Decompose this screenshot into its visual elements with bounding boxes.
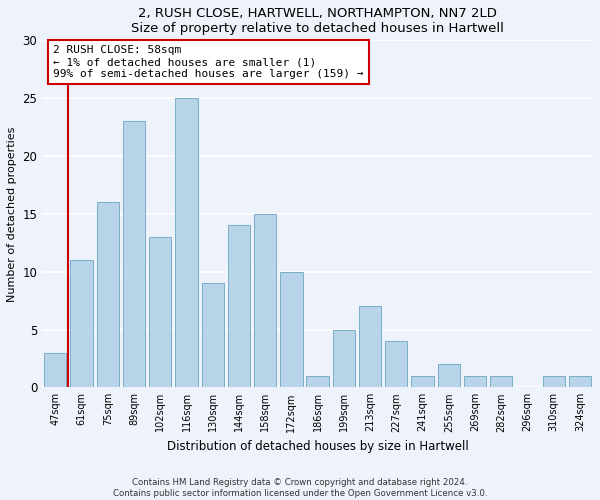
- Bar: [228, 226, 250, 388]
- Bar: [254, 214, 277, 388]
- Bar: [359, 306, 381, 388]
- Bar: [149, 237, 172, 388]
- Bar: [412, 376, 434, 388]
- Text: Contains HM Land Registry data © Crown copyright and database right 2024.
Contai: Contains HM Land Registry data © Crown c…: [113, 478, 487, 498]
- Text: 2 RUSH CLOSE: 58sqm
← 1% of detached houses are smaller (1)
99% of semi-detached: 2 RUSH CLOSE: 58sqm ← 1% of detached hou…: [53, 46, 364, 78]
- Bar: [175, 98, 197, 388]
- Bar: [280, 272, 302, 388]
- Bar: [569, 376, 591, 388]
- Bar: [437, 364, 460, 388]
- Bar: [97, 202, 119, 388]
- Title: 2, RUSH CLOSE, HARTWELL, NORTHAMPTON, NN7 2LD
Size of property relative to detac: 2, RUSH CLOSE, HARTWELL, NORTHAMPTON, NN…: [131, 7, 504, 35]
- Bar: [333, 330, 355, 388]
- Bar: [202, 283, 224, 388]
- Bar: [490, 376, 512, 388]
- Bar: [44, 352, 67, 388]
- Bar: [307, 376, 329, 388]
- Bar: [123, 122, 145, 388]
- Bar: [464, 376, 486, 388]
- Bar: [385, 341, 407, 388]
- Y-axis label: Number of detached properties: Number of detached properties: [7, 126, 17, 302]
- Bar: [542, 376, 565, 388]
- X-axis label: Distribution of detached houses by size in Hartwell: Distribution of detached houses by size …: [167, 440, 469, 453]
- Bar: [70, 260, 93, 388]
